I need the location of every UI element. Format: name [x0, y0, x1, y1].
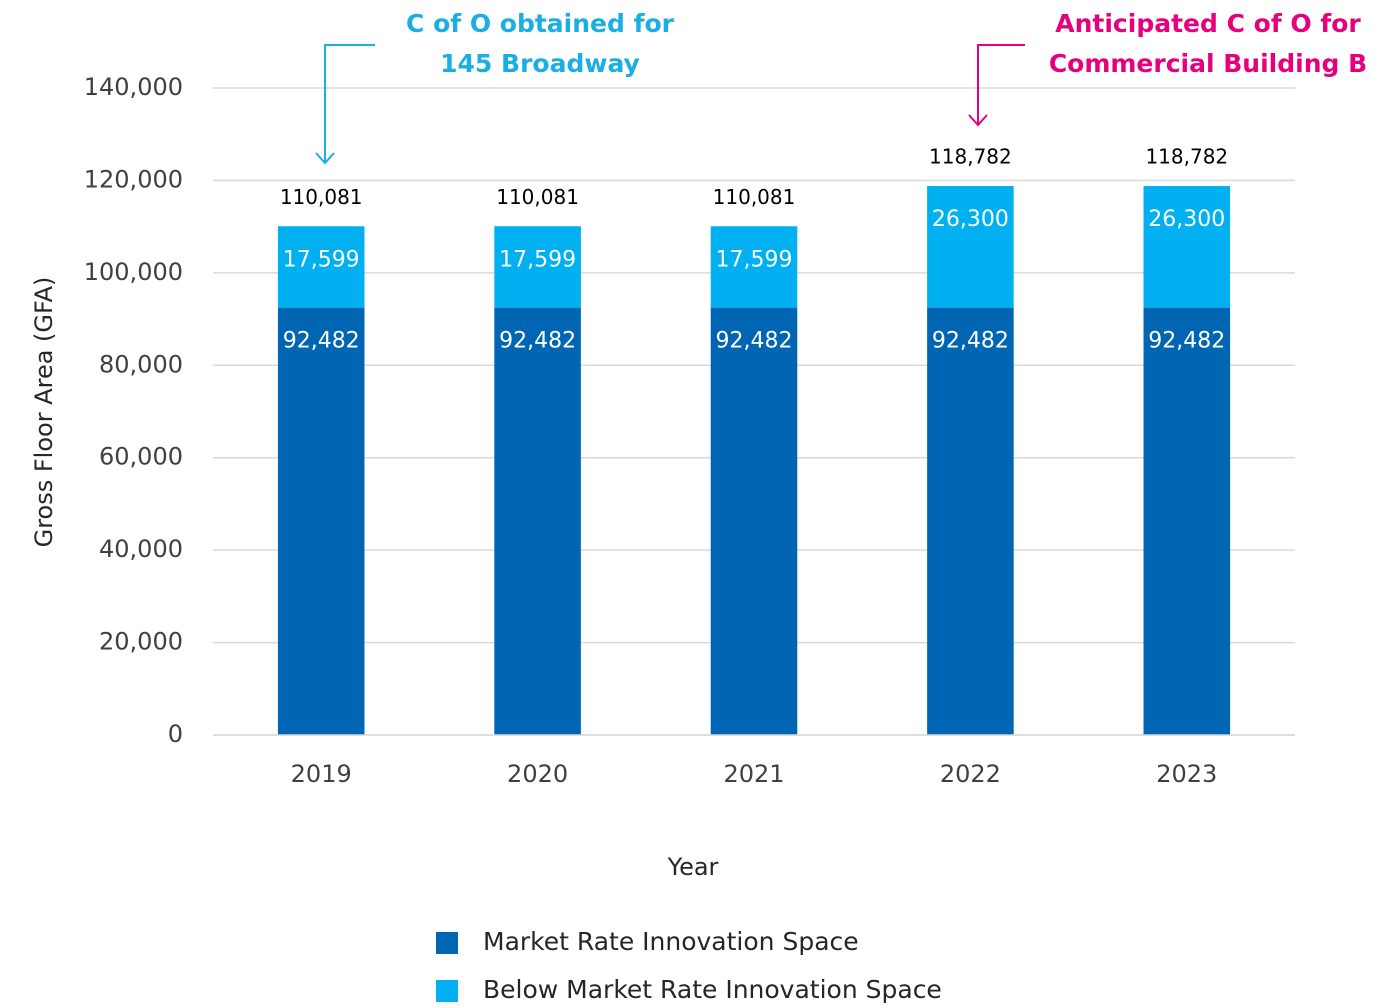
bar-segment [277, 226, 365, 308]
x-axis-title: Year [667, 853, 719, 881]
value-label: 92,482 [1148, 329, 1225, 354]
legend-label: Below Market Rate Innovation Space [483, 975, 942, 1004]
annotation-connector [977, 44, 1025, 125]
value-label: 92,482 [283, 329, 360, 354]
value-label: 26,300 [932, 207, 1009, 232]
y-tick-label: 60,000 [99, 443, 183, 471]
y-tick-label: 0 [168, 720, 183, 748]
value-label: 26,300 [1148, 207, 1225, 232]
y-tick-label: 100,000 [84, 258, 183, 286]
bar-segment [277, 307, 365, 735]
total-label: 118,782 [1145, 145, 1228, 169]
bar-segment [710, 226, 798, 308]
x-tick-label: 2021 [723, 760, 784, 788]
value-label: 17,599 [716, 247, 793, 272]
y-tick-label: 80,000 [99, 350, 183, 378]
y-tick-label: 40,000 [99, 535, 183, 563]
value-label: 17,599 [499, 247, 576, 272]
y-axis-title: Gross Floor Area (GFA) [30, 277, 58, 548]
bar-segment [927, 307, 1014, 735]
legend-swatch [436, 932, 458, 954]
annotation-arrowhead [968, 114, 988, 127]
bar-segment [710, 307, 798, 735]
bar-segment [494, 226, 581, 308]
bar-segment [1143, 186, 1231, 308]
total-label: 118,782 [929, 145, 1012, 169]
annotation-text: C of O obtained for [406, 9, 675, 38]
y-tick-label: 120,000 [84, 165, 183, 193]
annotation-text: 145 Broadway [440, 49, 640, 78]
annotation-arrowhead [315, 152, 335, 165]
y-tick-label: 140,000 [84, 73, 183, 101]
y-tick-label: 20,000 [99, 628, 183, 656]
x-tick-label: 2022 [940, 760, 1001, 788]
value-label: 92,482 [499, 329, 576, 354]
bar-segment [1143, 307, 1231, 735]
legend-swatch [436, 980, 458, 1002]
annotation-text: Commercial Building B [1049, 49, 1367, 78]
bar-segment [494, 307, 581, 735]
x-tick-label: 2020 [507, 760, 568, 788]
value-label: 17,599 [283, 247, 360, 272]
x-tick-label: 2023 [1156, 760, 1217, 788]
value-label: 92,482 [716, 329, 793, 354]
annotation-text: Anticipated C of O for [1055, 9, 1361, 38]
annotation-connector [324, 44, 375, 163]
total-label: 110,081 [713, 185, 796, 209]
total-label: 110,081 [496, 185, 579, 209]
x-tick-label: 2019 [291, 760, 352, 788]
total-label: 110,081 [280, 185, 363, 209]
legend-label: Market Rate Innovation Space [483, 927, 859, 956]
value-label: 92,482 [932, 329, 1009, 354]
bar-segment [927, 186, 1014, 308]
